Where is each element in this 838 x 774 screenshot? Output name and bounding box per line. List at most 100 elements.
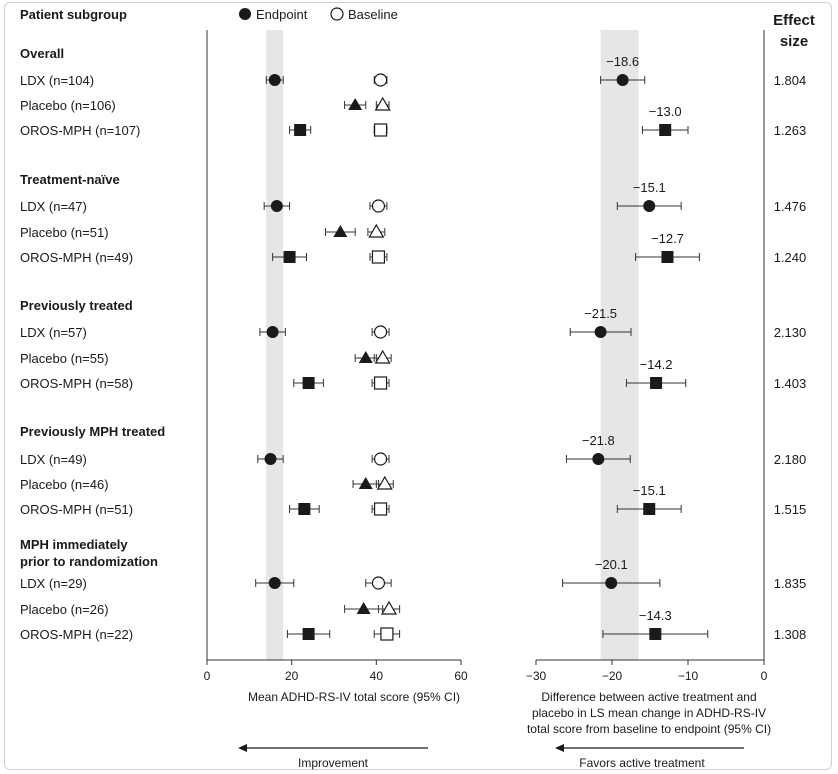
baseline-marker — [373, 123, 388, 137]
difference-marker — [605, 577, 618, 589]
baseline-marker — [371, 576, 386, 590]
baseline-marker — [371, 250, 386, 264]
endpoint-marker — [266, 326, 279, 338]
endpoint-marker — [294, 124, 307, 136]
right-tick-label: 0 — [761, 669, 768, 683]
right-axis-title: total score from baseline to endpoint (9… — [527, 722, 771, 736]
baseline-marker — [380, 627, 394, 641]
difference-marker — [650, 377, 663, 389]
difference-marker — [592, 453, 605, 465]
baseline-marker — [371, 199, 386, 213]
row-label: Placebo (n=106) — [20, 98, 116, 113]
baseline-marker — [373, 325, 388, 339]
effect-size-header-line2: size — [780, 33, 808, 50]
effect-size-value: 1.515 — [774, 502, 807, 517]
legend-endpoint-marker — [239, 8, 251, 20]
right-axis-title: Difference between active treatment and — [541, 690, 756, 704]
difference-marker — [661, 251, 674, 263]
baseline-marker — [373, 502, 388, 516]
left-tick-label: 20 — [285, 669, 299, 683]
row-label: Placebo (n=26) — [20, 602, 109, 617]
difference-marker — [616, 74, 629, 86]
difference-value-label: −12.7 — [651, 231, 684, 246]
axes: 0 20 40 60 −30 −20 −10 0 — [204, 30, 768, 683]
row-label: LDX (n=104) — [20, 73, 94, 88]
shaded-bands — [266, 30, 639, 660]
row-label: Placebo (n=51) — [20, 225, 109, 240]
group-title: Previously treated — [20, 298, 133, 313]
baseline-marker — [374, 96, 391, 111]
left-tick-label: 40 — [370, 669, 384, 683]
right-arrow-icon — [555, 744, 744, 752]
favors-active-label: Favors active treatment — [579, 756, 705, 770]
endpoint-marker — [264, 453, 277, 465]
row-label: OROS-MPH (n=49) — [20, 250, 133, 265]
difference-marker — [643, 503, 656, 515]
endpoint-marker — [268, 74, 281, 86]
row-label: OROS-MPH (n=58) — [20, 376, 133, 391]
row-label: LDX (n=47) — [20, 199, 87, 214]
legend-endpoint-label: Endpoint — [256, 7, 308, 22]
difference-value-label: −15.1 — [633, 483, 666, 498]
left-reference-band — [266, 30, 284, 660]
baseline-marker — [373, 73, 388, 87]
row-label: LDX (n=29) — [20, 576, 87, 591]
endpoint-marker — [358, 477, 373, 489]
endpoint-marker — [358, 351, 373, 363]
effect-size-value: 1.240 — [774, 250, 807, 265]
group-title: Overall — [20, 46, 64, 61]
subgroup-header: Patient subgroup — [20, 7, 127, 22]
row-label: OROS-MPH (n=51) — [20, 502, 133, 517]
improvement-label: Improvement — [298, 756, 369, 770]
right-reference-band — [600, 30, 639, 660]
right-tick-label: −10 — [678, 669, 699, 683]
right-tick-label: −30 — [526, 669, 547, 683]
endpoint-marker — [348, 98, 363, 110]
effect-size-value: 2.180 — [774, 452, 807, 467]
difference-marker — [659, 124, 672, 136]
endpoint-marker — [356, 602, 371, 614]
endpoint-marker — [268, 577, 281, 589]
axis-footer: Mean ADHD-RS-IV total score (95% CI) Diff… — [238, 690, 771, 770]
effect-size-value: 1.476 — [774, 199, 807, 214]
endpoint-marker — [298, 503, 311, 515]
row-label: Placebo (n=46) — [20, 477, 109, 492]
baseline-marker — [373, 376, 388, 390]
endpoint-marker — [283, 251, 296, 263]
left-tick-label: 0 — [204, 669, 211, 683]
effect-size-value: 1.263 — [774, 123, 807, 138]
effect-size-value: 1.403 — [774, 376, 807, 391]
effect-size-header-line1: Effect — [773, 12, 815, 29]
difference-value-label: −14.2 — [640, 357, 673, 372]
difference-value-label: −20.1 — [595, 557, 628, 572]
group-title: prior to randomization — [20, 554, 158, 569]
effect-size-value: 1.835 — [774, 576, 807, 591]
difference-marker — [649, 628, 662, 640]
endpoint-marker — [333, 225, 348, 237]
endpoint-marker — [302, 377, 315, 389]
baseline-marker — [376, 475, 393, 490]
group-title: MPH immediately — [20, 537, 128, 552]
group-title: Previously MPH treated — [20, 424, 165, 439]
baseline-marker — [374, 349, 391, 364]
effect-size-value: 1.804 — [774, 73, 807, 88]
left-axis-title: Mean ADHD-RS-IV total score (95% CI) — [248, 690, 460, 704]
endpoint-marker — [270, 200, 283, 212]
right-axis-title: placebo in LS mean change in ADHD-RS-IV — [532, 706, 766, 720]
effect-size-value: 1.308 — [774, 627, 807, 642]
difference-value-label: −13.0 — [649, 104, 682, 119]
left-tick-label: 60 — [454, 669, 468, 683]
difference-marker — [643, 200, 656, 212]
baseline-marker — [368, 223, 385, 238]
row-label: OROS-MPH (n=22) — [20, 627, 133, 642]
row-label: LDX (n=49) — [20, 452, 87, 467]
difference-value-label: −18.6 — [606, 54, 639, 69]
effect-size-value: 2.130 — [774, 325, 807, 340]
row-label: Placebo (n=55) — [20, 351, 109, 366]
legend-baseline-marker — [330, 7, 344, 21]
difference-value-label: −21.5 — [584, 306, 617, 321]
difference-value-label: −14.3 — [639, 608, 672, 623]
difference-marker — [594, 326, 607, 338]
